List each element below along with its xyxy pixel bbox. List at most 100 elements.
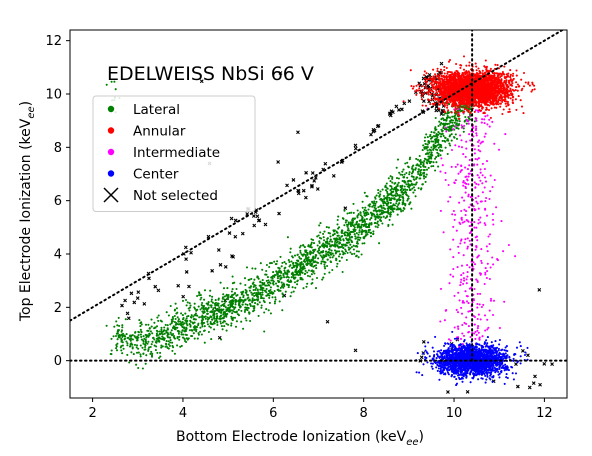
not-selected-point <box>388 111 392 116</box>
lateral-point <box>340 256 343 259</box>
lateral-point <box>231 282 234 285</box>
lateral-point <box>190 314 193 317</box>
lateral-point <box>117 316 120 319</box>
lateral-point <box>344 221 347 224</box>
lateral-point <box>225 309 228 313</box>
intermediate-point <box>478 176 481 179</box>
lateral-point <box>412 186 416 189</box>
intermediate-point <box>475 134 478 137</box>
intermediate-point <box>466 275 469 278</box>
lateral-point <box>330 249 333 252</box>
lateral-point <box>227 323 230 326</box>
lateral-point <box>440 128 443 131</box>
intermediate-point <box>484 207 487 210</box>
lateral-point <box>135 344 139 347</box>
intermediate-point <box>462 272 465 275</box>
intermediate-point <box>467 302 470 305</box>
lateral-point <box>213 320 216 323</box>
intermediate-point <box>448 282 451 285</box>
lateral-point <box>366 211 369 214</box>
lateral-point <box>369 211 372 214</box>
lateral-point <box>435 156 438 159</box>
lateral-point <box>293 277 296 280</box>
lateral-point <box>146 342 149 345</box>
lateral-point <box>230 324 233 327</box>
intermediate-point <box>491 256 494 259</box>
lateral-point <box>293 254 297 257</box>
intermediate-point <box>475 200 478 203</box>
lateral-point <box>343 209 346 212</box>
intermediate-point <box>457 145 461 148</box>
lateral-point <box>404 180 407 184</box>
lateral-point <box>239 282 242 285</box>
lateral-point <box>386 192 389 195</box>
lateral-point <box>231 309 234 312</box>
lateral-point <box>199 294 202 297</box>
lateral-point <box>197 324 200 327</box>
intermediate-point <box>479 318 482 321</box>
lateral-point <box>183 326 186 329</box>
annular-point <box>440 75 443 78</box>
lateral-point <box>381 222 384 225</box>
lateral-point <box>149 345 152 349</box>
lateral-point <box>178 335 181 338</box>
lateral-point <box>345 237 348 240</box>
lateral-point <box>421 183 424 186</box>
intermediate-point <box>474 236 477 239</box>
lateral-point <box>386 200 389 203</box>
lateral-point <box>453 121 456 124</box>
intermediate-point <box>485 245 488 248</box>
lateral-point <box>350 253 354 256</box>
lateral-point <box>307 269 310 272</box>
lateral-point <box>434 157 437 160</box>
lateral-point <box>221 321 224 324</box>
lateral-point <box>344 231 347 234</box>
lateral-point <box>269 312 272 315</box>
lateral-point <box>318 246 321 249</box>
lateral-point <box>357 213 360 216</box>
lateral-point <box>453 115 456 118</box>
lateral-point <box>439 154 442 157</box>
not-selected-point <box>439 112 444 116</box>
intermediate-point <box>486 318 489 321</box>
lateral-point <box>113 325 116 328</box>
lateral-point <box>318 236 321 239</box>
not-selected-point <box>391 110 395 115</box>
intermediate-point <box>460 278 463 281</box>
lateral-point <box>117 330 120 333</box>
lateral-point <box>244 303 247 306</box>
lateral-point <box>135 337 138 340</box>
lateral-point <box>199 330 202 333</box>
lateral-point <box>219 315 222 318</box>
lateral-point <box>120 349 123 352</box>
lateral-point <box>212 308 215 311</box>
lateral-point <box>349 243 352 246</box>
lateral-point <box>215 317 218 320</box>
lateral-point <box>358 219 361 222</box>
not-selected-point <box>216 248 221 252</box>
lateral-point <box>387 223 390 226</box>
not-selected-point <box>252 223 257 228</box>
lateral-point <box>200 322 203 325</box>
lateral-point <box>287 259 290 262</box>
lateral-point <box>192 315 195 318</box>
lateral-point <box>425 133 428 136</box>
lateral-point <box>155 325 159 328</box>
lateral-point <box>434 116 437 120</box>
lateral-point <box>206 312 209 315</box>
lateral-point <box>265 269 268 273</box>
intermediate-point <box>464 238 467 241</box>
lateral-point <box>151 332 154 335</box>
lateral-point <box>368 228 371 231</box>
intermediate-point <box>484 132 487 135</box>
intermediate-point <box>467 175 470 178</box>
lateral-point <box>167 314 170 317</box>
lateral-point <box>268 290 271 293</box>
intermediate-point <box>444 171 447 174</box>
annular-point <box>485 106 488 109</box>
lateral-point <box>415 157 418 160</box>
lateral-point <box>210 338 213 341</box>
lateral-point <box>204 317 207 320</box>
lateral-point <box>374 204 377 207</box>
not-selected-point <box>353 348 358 353</box>
